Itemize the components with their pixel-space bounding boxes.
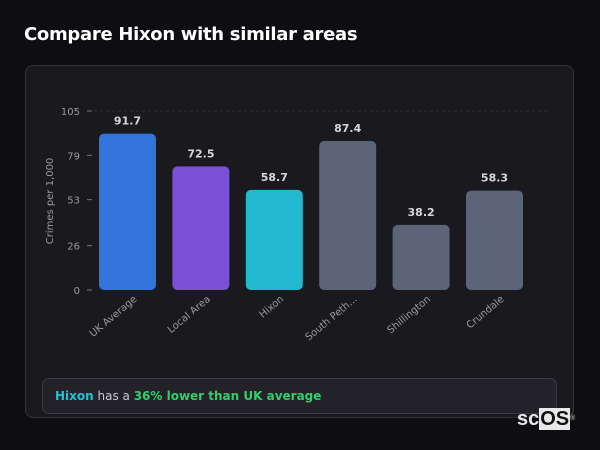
bar-value-label: 87.4	[334, 122, 361, 135]
bar-local-area	[172, 166, 230, 290]
y-tick-label: 79	[67, 151, 80, 162]
y-tick-label: 53	[67, 196, 80, 207]
bar-crundale	[466, 190, 523, 290]
x-tick-label: UK Average	[88, 294, 140, 340]
summary-banner: Hixon has a 36% lower than UK average	[42, 378, 557, 414]
page-title: Compare Hixon with similar areas	[24, 24, 358, 45]
bar-south-peth-	[319, 141, 377, 290]
y-axis-label: Crimes per 1,000	[45, 158, 56, 245]
x-tick-label: Shillington	[385, 294, 433, 336]
bar-uk-average	[99, 133, 156, 290]
bar-hixon	[245, 189, 303, 290]
scos-logo: scOS®	[517, 408, 576, 430]
x-tick-label: Hixon	[257, 294, 286, 321]
summary-place: Hixon	[55, 389, 94, 403]
x-tick-label: Crundale	[465, 294, 507, 331]
x-tick-label: South Peth...	[304, 294, 360, 343]
y-tick-label: 26	[67, 242, 80, 253]
bar-shillington	[392, 224, 450, 290]
summary-highlight: 36% lower than UK average	[133, 389, 322, 403]
y-tick-label: 0	[74, 286, 80, 297]
bar-value-label: 38.2	[408, 206, 435, 219]
bar-value-label: 58.7	[261, 171, 288, 184]
bar-value-label: 72.5	[187, 147, 214, 160]
summary-text: has a	[93, 389, 134, 403]
x-tick-label: Local Area	[166, 294, 213, 336]
bar-value-label: 58.3	[481, 172, 508, 185]
bar-value-label: 91.7	[114, 115, 141, 128]
y-tick-label: 105	[61, 107, 80, 118]
